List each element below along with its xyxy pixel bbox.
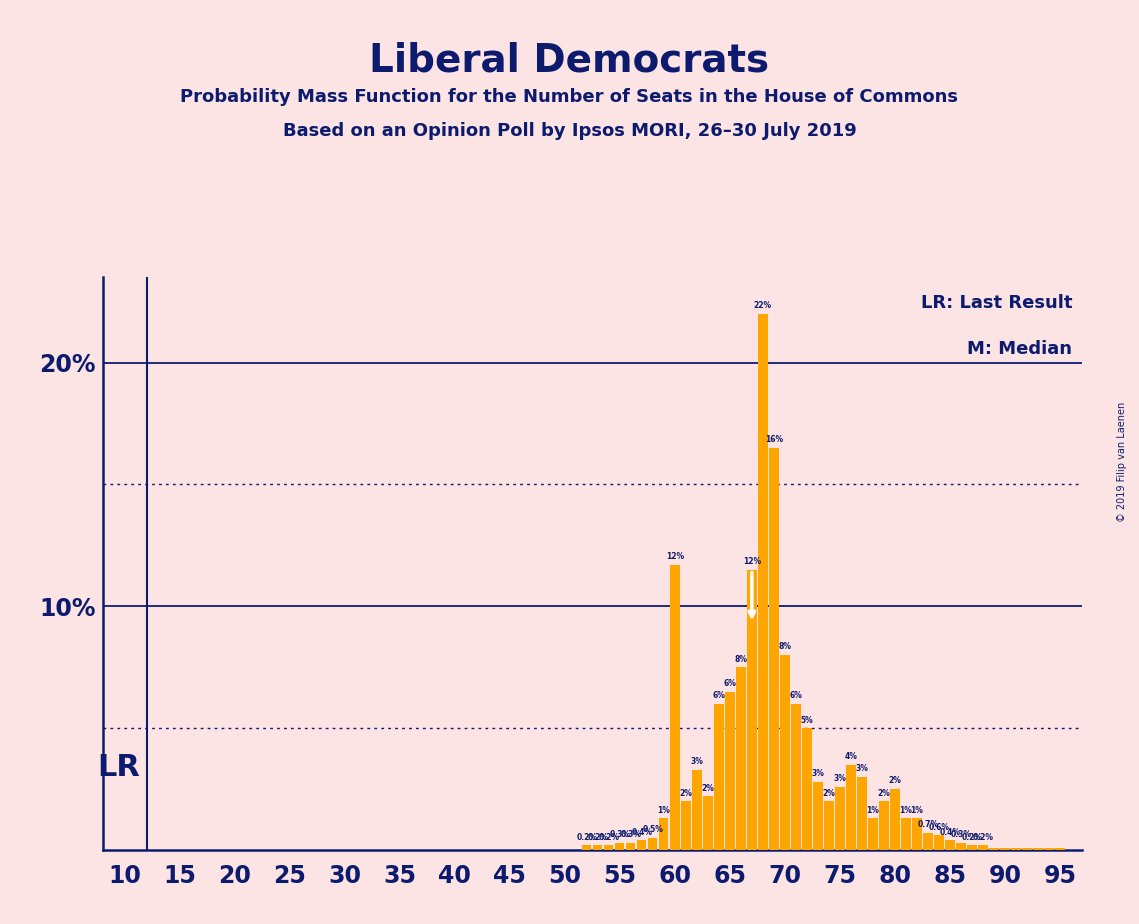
Bar xyxy=(792,704,801,850)
Bar xyxy=(990,847,999,850)
Bar xyxy=(825,801,834,850)
Text: 8%: 8% xyxy=(735,654,747,663)
Text: 0.3%: 0.3% xyxy=(609,830,630,839)
Text: 5%: 5% xyxy=(801,715,813,724)
Text: 1%: 1% xyxy=(910,806,924,815)
Text: 0.2%: 0.2% xyxy=(973,833,993,842)
Text: 2%: 2% xyxy=(679,789,693,797)
Text: © 2019 Filip van Laenen: © 2019 Filip van Laenen xyxy=(1117,402,1126,522)
Text: Liberal Democrats: Liberal Democrats xyxy=(369,42,770,79)
Text: 0.2%: 0.2% xyxy=(598,833,620,842)
Bar xyxy=(835,786,845,850)
Bar xyxy=(934,835,943,850)
Text: 22%: 22% xyxy=(754,301,772,310)
Bar xyxy=(846,765,855,850)
Text: 4%: 4% xyxy=(844,752,858,761)
Bar xyxy=(1044,847,1054,850)
Bar xyxy=(780,655,789,850)
Text: 2%: 2% xyxy=(702,784,714,793)
Bar xyxy=(637,840,647,850)
Text: 0.2%: 0.2% xyxy=(576,833,597,842)
Text: M: Median: M: Median xyxy=(967,340,1072,359)
Bar xyxy=(879,801,888,850)
Bar xyxy=(593,845,603,850)
Bar xyxy=(693,770,702,850)
Bar xyxy=(912,819,921,850)
Bar xyxy=(626,843,636,850)
Text: 3%: 3% xyxy=(855,764,868,773)
Bar xyxy=(858,777,867,850)
Text: 1%: 1% xyxy=(867,806,879,815)
Bar xyxy=(681,801,690,850)
Text: 0.5%: 0.5% xyxy=(642,825,663,834)
Text: 3%: 3% xyxy=(690,757,703,766)
Bar xyxy=(1033,847,1042,850)
Text: 1%: 1% xyxy=(657,806,670,815)
Bar xyxy=(714,704,723,850)
Bar xyxy=(759,314,768,850)
Bar xyxy=(957,843,966,850)
Bar xyxy=(891,789,900,850)
Bar xyxy=(670,565,680,850)
Text: 3%: 3% xyxy=(811,769,825,778)
Text: 16%: 16% xyxy=(764,435,782,444)
Bar xyxy=(813,782,822,850)
Text: 3%: 3% xyxy=(834,774,846,783)
Bar xyxy=(1011,847,1021,850)
Bar xyxy=(703,796,713,850)
Bar xyxy=(726,692,735,850)
Bar xyxy=(659,819,669,850)
Text: Probability Mass Function for the Number of Seats in the House of Commons: Probability Mass Function for the Number… xyxy=(180,88,959,105)
Text: 2%: 2% xyxy=(888,776,901,785)
Text: 0.2%: 0.2% xyxy=(961,833,983,842)
Text: 0.6%: 0.6% xyxy=(928,822,950,832)
Bar xyxy=(769,448,779,850)
Text: 12%: 12% xyxy=(743,557,761,566)
Text: 6%: 6% xyxy=(789,691,802,700)
Bar xyxy=(945,840,954,850)
Bar xyxy=(736,667,746,850)
Text: 12%: 12% xyxy=(666,553,683,561)
Text: Based on an Opinion Poll by Ipsos MORI, 26–30 July 2019: Based on an Opinion Poll by Ipsos MORI, … xyxy=(282,122,857,140)
Text: LR: Last Result: LR: Last Result xyxy=(920,295,1072,312)
Text: 0.3%: 0.3% xyxy=(950,830,972,839)
Text: 0.3%: 0.3% xyxy=(621,830,641,839)
Text: 2%: 2% xyxy=(822,789,835,797)
Bar xyxy=(615,843,624,850)
Text: 0.4%: 0.4% xyxy=(940,828,960,836)
Bar xyxy=(967,845,976,850)
Text: 6%: 6% xyxy=(712,691,726,700)
Text: 8%: 8% xyxy=(778,642,792,651)
Bar xyxy=(747,570,756,850)
Text: 0.2%: 0.2% xyxy=(588,833,608,842)
Text: 1%: 1% xyxy=(900,806,912,815)
Bar xyxy=(868,819,878,850)
Bar xyxy=(901,819,910,850)
Bar xyxy=(604,845,614,850)
Bar xyxy=(1056,847,1065,850)
Text: 0.4%: 0.4% xyxy=(631,828,653,836)
Text: 2%: 2% xyxy=(877,789,891,797)
Bar xyxy=(924,833,933,850)
Bar xyxy=(1000,847,1009,850)
Bar xyxy=(1023,847,1032,850)
Bar xyxy=(978,845,988,850)
Text: 0.7%: 0.7% xyxy=(917,821,939,830)
Text: 6%: 6% xyxy=(723,679,736,688)
Bar xyxy=(648,838,657,850)
Bar xyxy=(582,845,591,850)
Text: LR: LR xyxy=(97,753,140,782)
Bar xyxy=(802,728,812,850)
